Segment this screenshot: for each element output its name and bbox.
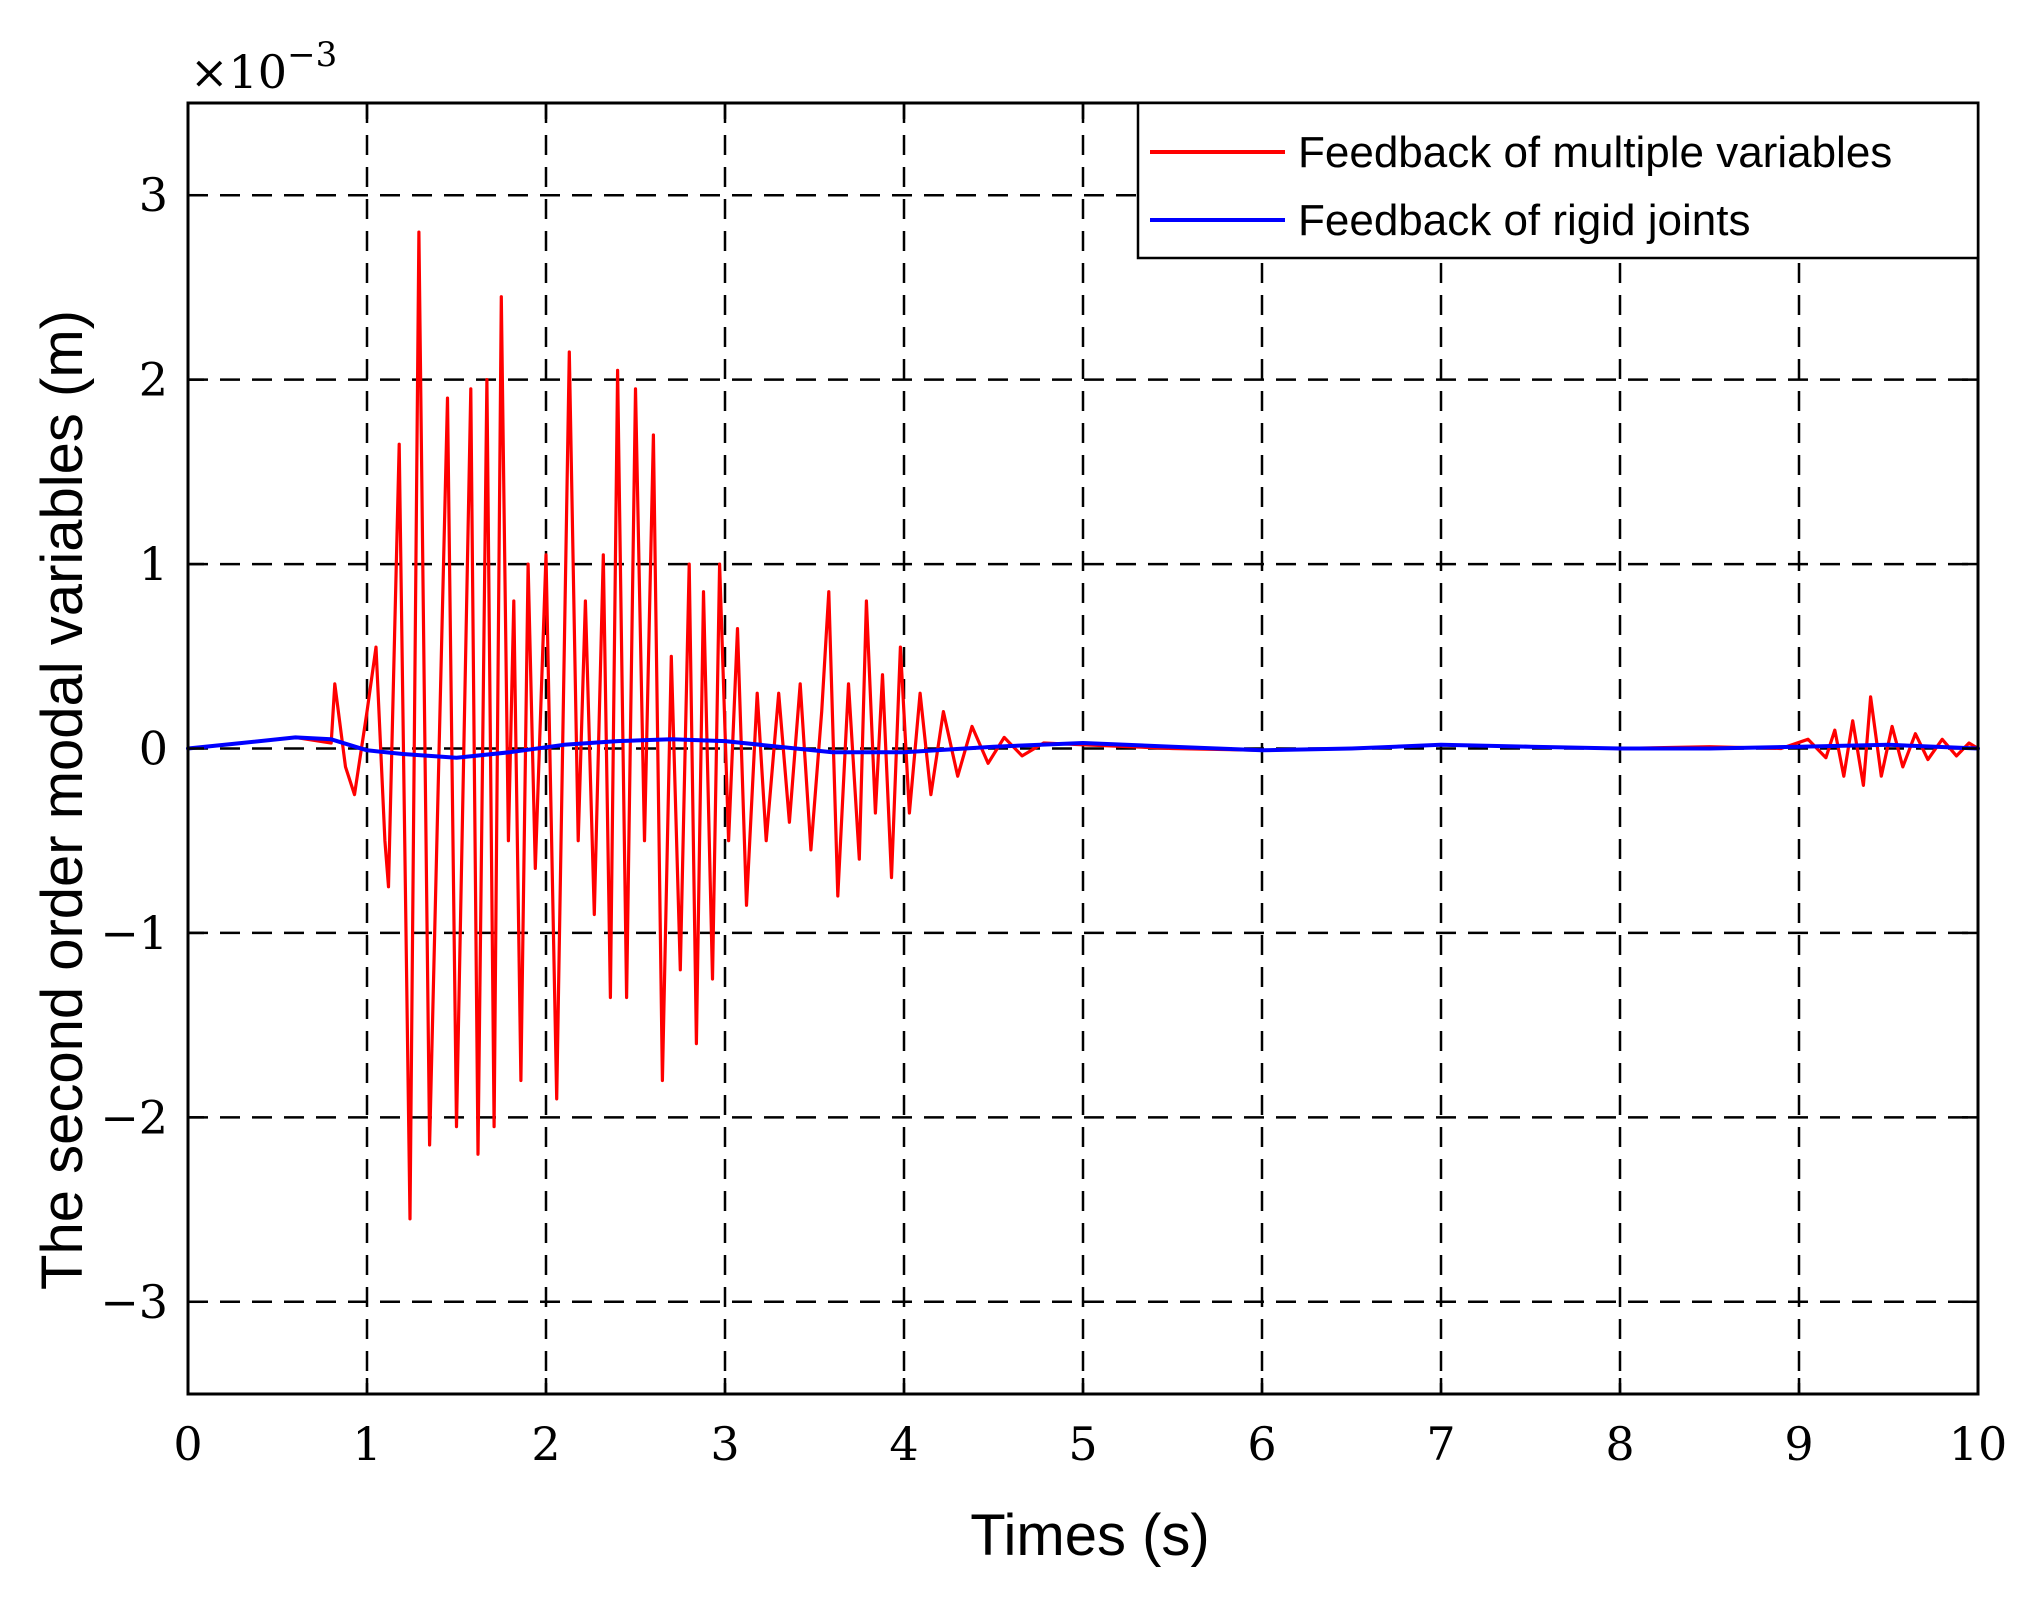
x-tick-label: 7 bbox=[1426, 1417, 1455, 1471]
x-tick-label: 6 bbox=[1247, 1417, 1276, 1471]
series-group bbox=[186, 230, 1980, 1221]
x-tick-label: 3 bbox=[710, 1417, 739, 1471]
y-axis-multiplier: ×10−3 bbox=[190, 35, 337, 99]
y-tick-label: −2 bbox=[100, 1090, 168, 1144]
legend-box bbox=[1136, 101, 1980, 260]
y-axis-label: The second order modal variables (m) bbox=[30, 310, 95, 1290]
y-tick-label: −3 bbox=[100, 1275, 168, 1329]
x-tick-label: 5 bbox=[1068, 1417, 1097, 1471]
legend-label-multiple-variables: Feedback of multiple variables bbox=[1298, 128, 1892, 177]
legend-label-rigid-joints: Feedback of rigid joints bbox=[1298, 196, 1750, 245]
x-tick-label: 8 bbox=[1605, 1417, 1634, 1471]
y-multiplier-exponent: −3 bbox=[287, 35, 337, 75]
series-line-rigid-joints bbox=[186, 735, 1980, 760]
y-tick-label: 3 bbox=[139, 168, 168, 222]
y-tick-label: 2 bbox=[139, 353, 168, 407]
x-tick-label: 10 bbox=[1949, 1417, 2008, 1471]
x-ticks: 0 1 2 3 4 5 6 7 8 9 10 bbox=[173, 103, 2007, 1471]
x-axis-label: Times (s) bbox=[970, 1503, 1209, 1568]
x-tick-label: 4 bbox=[889, 1417, 918, 1471]
x-tick-label: 1 bbox=[352, 1417, 381, 1471]
y-tick-label: 0 bbox=[139, 722, 168, 776]
x-tick-label: 2 bbox=[531, 1417, 560, 1471]
x-tick-label: 9 bbox=[1784, 1417, 1813, 1471]
y-ticks: −3 −2 −1 0 1 2 3 bbox=[100, 168, 1978, 1329]
y-tick-label: −1 bbox=[100, 906, 168, 960]
x-tick-label: 0 bbox=[173, 1417, 202, 1471]
y-multiplier-base: ×10 bbox=[190, 45, 287, 99]
legend: Feedback of multiple variables Feedback … bbox=[1136, 101, 1980, 260]
y-tick-label: 1 bbox=[139, 537, 168, 591]
